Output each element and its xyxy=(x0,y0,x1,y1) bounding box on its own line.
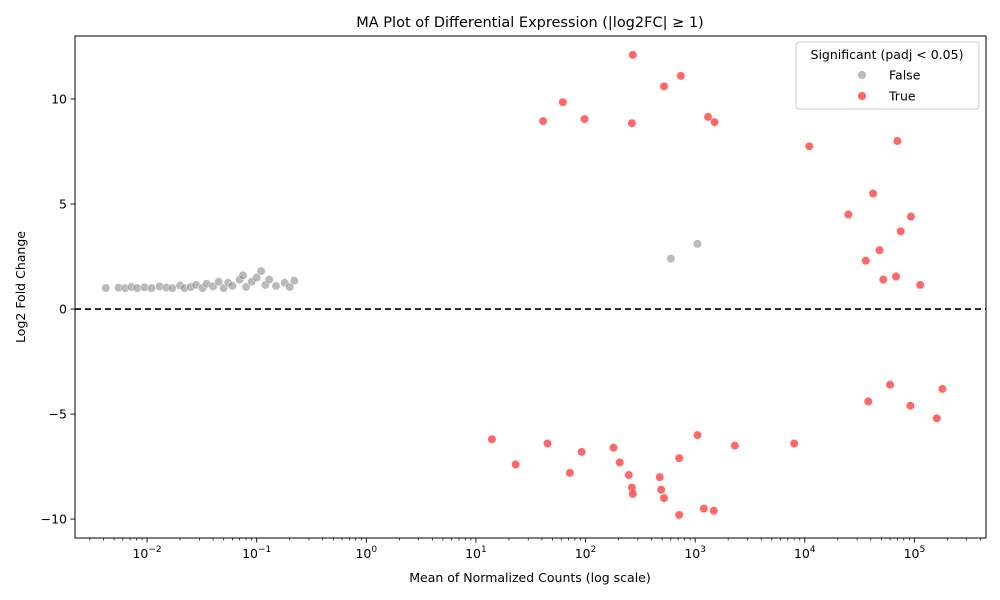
data-point xyxy=(565,468,575,478)
data-point xyxy=(937,384,947,394)
x-tick-exponent: 2 xyxy=(591,545,597,555)
data-point xyxy=(615,457,625,467)
data-point xyxy=(624,470,634,480)
y-tick-label: 0 xyxy=(59,302,67,317)
data-point xyxy=(874,245,884,255)
data-point xyxy=(730,441,740,451)
legend-marker-false xyxy=(857,70,867,80)
data-point xyxy=(674,453,684,463)
x-tick-label: 103 xyxy=(684,545,706,561)
data-point xyxy=(264,275,274,285)
data-point xyxy=(238,270,248,280)
y-axis-label: Log2 Fold Change xyxy=(13,231,28,343)
y-tick-label: 5 xyxy=(59,197,67,212)
y-tick-label: 10 xyxy=(51,92,67,107)
data-point xyxy=(676,71,686,81)
y-axis-ticks: −10 −5 0 5 10 xyxy=(41,92,75,527)
chart-title: MA Plot of Differential Expression (|log… xyxy=(356,15,703,31)
legend-label-true: True xyxy=(888,89,916,104)
data-point xyxy=(666,254,676,264)
x-tick-label: 105 xyxy=(904,545,926,561)
data-point xyxy=(256,266,266,276)
data-point xyxy=(891,271,901,281)
data-points xyxy=(101,50,947,520)
data-point xyxy=(580,114,590,124)
data-point xyxy=(659,493,669,503)
data-point xyxy=(932,413,942,423)
data-point xyxy=(915,280,925,290)
y-tick-label: −5 xyxy=(49,407,67,422)
data-point xyxy=(271,281,281,291)
plot-frame xyxy=(74,35,987,539)
data-point xyxy=(896,226,906,236)
legend: Significant (padj < 0.05) False True xyxy=(795,41,980,110)
data-point xyxy=(692,430,702,440)
data-point xyxy=(709,506,719,516)
x-tick-label: 100 xyxy=(355,545,377,561)
data-point xyxy=(511,459,521,469)
x-axis-label: Mean of Normalized Counts (log scale) xyxy=(409,570,651,585)
x-tick-label: 101 xyxy=(465,545,487,561)
data-point xyxy=(167,283,177,293)
y-tick-label: −10 xyxy=(41,512,67,527)
data-point xyxy=(538,116,548,126)
data-point xyxy=(289,276,299,286)
data-point xyxy=(699,504,709,514)
data-point xyxy=(674,510,684,520)
data-point xyxy=(659,81,669,91)
data-point xyxy=(868,189,878,199)
data-point xyxy=(227,281,237,291)
data-point xyxy=(692,239,702,249)
data-point xyxy=(655,472,665,482)
data-point xyxy=(487,434,497,444)
data-point xyxy=(628,50,638,60)
data-point xyxy=(892,136,902,146)
x-tick-exponent: −1 xyxy=(258,545,271,555)
data-point xyxy=(241,282,251,292)
x-tick-label: 102 xyxy=(575,545,597,561)
x-tick-label: 10−1 xyxy=(242,545,271,561)
x-tick-exponent: 1 xyxy=(481,545,487,555)
x-tick-exponent: 5 xyxy=(919,545,925,555)
data-point xyxy=(861,256,871,266)
data-point xyxy=(709,117,719,127)
legend-marker-true xyxy=(857,91,867,101)
data-point xyxy=(878,275,888,285)
data-point xyxy=(101,283,111,293)
x-tick-label: 10−2 xyxy=(132,545,161,561)
data-point xyxy=(627,118,637,128)
data-point xyxy=(863,396,873,406)
data-point xyxy=(628,489,638,499)
data-point xyxy=(906,212,916,222)
data-point xyxy=(285,282,295,292)
x-tick-exponent: 3 xyxy=(700,545,706,555)
legend-label-false: False xyxy=(889,68,921,83)
data-point xyxy=(558,97,568,107)
data-point xyxy=(542,438,552,448)
data-point xyxy=(789,438,799,448)
data-point xyxy=(577,447,587,457)
legend-title: Significant (padj < 0.05) xyxy=(811,47,964,62)
data-point xyxy=(656,485,666,495)
data-point xyxy=(608,443,618,453)
data-point xyxy=(703,112,713,122)
x-tick-exponent: −2 xyxy=(148,545,161,555)
data-point xyxy=(843,210,853,220)
data-point xyxy=(252,272,262,282)
data-point xyxy=(214,277,224,287)
data-point xyxy=(132,283,142,293)
data-point xyxy=(804,141,814,151)
data-point xyxy=(905,401,915,411)
data-point xyxy=(147,283,157,293)
x-tick-exponent: 0 xyxy=(371,545,377,555)
x-tick-exponent: 4 xyxy=(810,545,816,555)
data-point xyxy=(885,380,895,390)
x-axis-ticks: 10−2 10−1 100 101 102 103 104 105 xyxy=(89,538,981,561)
legend-box xyxy=(795,41,980,110)
x-tick-label: 104 xyxy=(794,545,816,561)
